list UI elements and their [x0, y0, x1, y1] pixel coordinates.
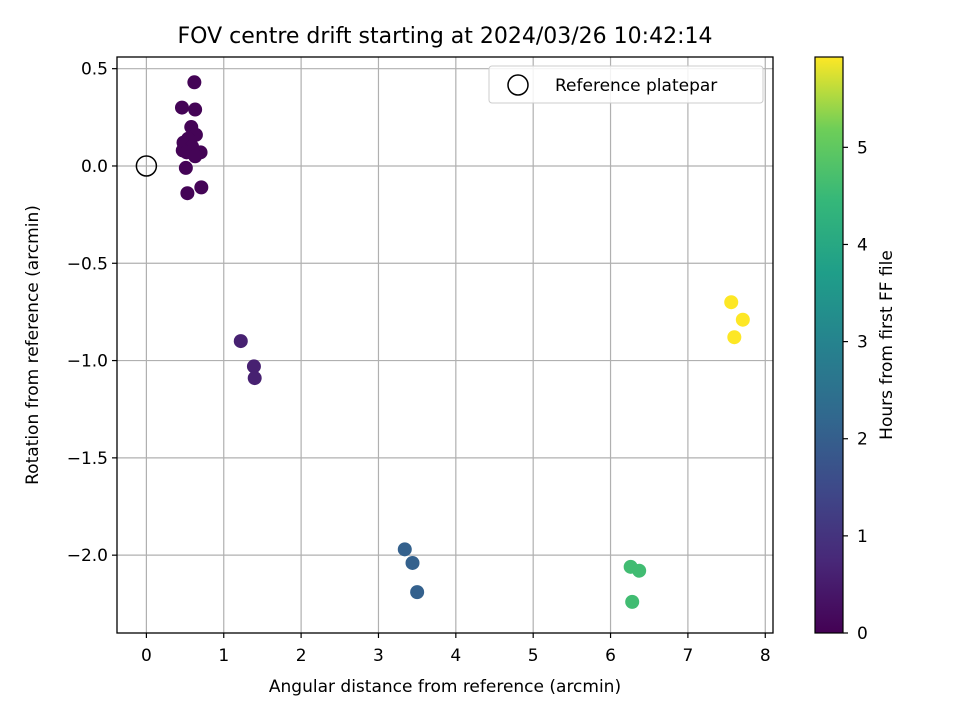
x-tick-label: 4 — [450, 646, 461, 666]
x-tick-label: 2 — [296, 646, 307, 666]
data-point — [180, 186, 195, 201]
data-point — [247, 371, 262, 386]
x-tick-label: 8 — [760, 646, 771, 666]
data-point — [188, 102, 203, 117]
data-point — [405, 555, 420, 570]
y-tick-label: −1.0 — [67, 352, 108, 372]
colorbar-label: Hours from first FF file — [877, 250, 897, 440]
colorbar-tick-label: 2 — [857, 430, 868, 450]
legend-marker — [507, 74, 529, 96]
reference-point — [135, 155, 158, 177]
reference-layer — [135, 155, 158, 177]
legend-entry-reference: Reference platepar — [555, 76, 717, 96]
x-tick-label: 7 — [682, 646, 693, 666]
data-point — [246, 359, 261, 374]
data-point — [178, 160, 193, 175]
colorbar-tick-label: 3 — [857, 333, 868, 353]
data-point — [735, 312, 750, 327]
grid-layer — [117, 57, 773, 633]
chart-title: FOV centre drift starting at 2024/03/26 … — [178, 24, 713, 49]
legend: Reference platepar — [488, 65, 764, 104]
colorbar-tick-label: 5 — [857, 138, 868, 158]
data-point — [397, 542, 412, 557]
data-point — [727, 330, 742, 345]
y-tick-label: −0.5 — [67, 254, 108, 274]
data-point — [724, 295, 739, 310]
y-axis-ticks: 0.5 0.0 −0.5 −1.0 −1.5 −2.0 — [67, 60, 117, 566]
data-point — [625, 594, 640, 609]
points-layer — [174, 75, 750, 609]
legend-box — [488, 65, 764, 104]
y-tick-label: −2.0 — [67, 546, 108, 566]
data-point — [233, 334, 248, 349]
colorbar-tick-label: 4 — [857, 235, 868, 255]
data-point — [187, 75, 202, 90]
colorbar — [814, 56, 844, 634]
colorbar-tick-label: 1 — [857, 527, 868, 547]
colorbar-ticks: 0 1 2 3 4 5 — [843, 138, 868, 644]
y-tick-label: −1.5 — [67, 449, 108, 469]
data-point — [194, 180, 209, 195]
x-tick-label: 0 — [141, 646, 152, 666]
x-axis-ticks: 0 1 2 3 4 5 6 7 8 — [141, 633, 771, 666]
data-point — [188, 149, 203, 164]
y-axis-label: Rotation from reference (arcmin) — [23, 205, 43, 485]
data-point — [632, 563, 647, 578]
plot-frame — [116, 56, 774, 634]
data-point — [410, 585, 425, 600]
x-tick-label: 5 — [528, 646, 539, 666]
x-axis-label: Angular distance from reference (arcmin) — [269, 677, 621, 697]
y-tick-label: 0.5 — [81, 60, 108, 80]
x-tick-label: 3 — [373, 646, 384, 666]
colorbar-tick-label: 0 — [857, 624, 868, 644]
data-point — [174, 100, 189, 115]
x-tick-label: 1 — [218, 646, 229, 666]
y-tick-label: 0.0 — [81, 157, 108, 177]
x-tick-label: 6 — [605, 646, 616, 666]
